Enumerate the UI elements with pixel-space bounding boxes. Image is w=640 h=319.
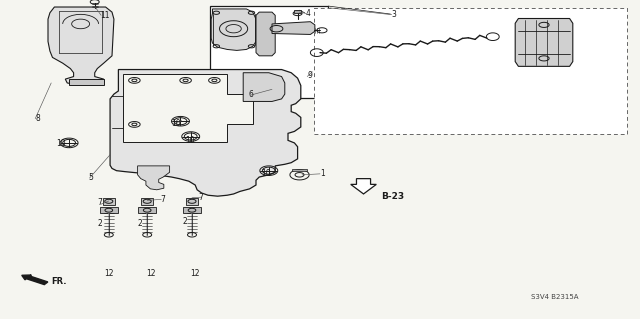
Text: 12: 12 [104, 269, 114, 278]
Polygon shape [211, 9, 256, 50]
Text: 10: 10 [186, 136, 195, 145]
Polygon shape [243, 73, 285, 101]
Bar [314, 8, 627, 134]
Bar [294, 10, 301, 13]
Polygon shape [186, 198, 198, 205]
Text: 2: 2 [182, 217, 187, 226]
Text: 12: 12 [146, 269, 156, 278]
Polygon shape [138, 207, 156, 213]
Text: 2: 2 [97, 219, 102, 228]
Polygon shape [103, 198, 115, 205]
Text: B-23: B-23 [381, 192, 404, 201]
Text: 6: 6 [248, 90, 253, 99]
Text: 7: 7 [160, 195, 165, 204]
FancyArrow shape [22, 275, 48, 285]
Polygon shape [138, 166, 170, 190]
Polygon shape [123, 74, 253, 142]
Text: 11: 11 [100, 11, 110, 20]
Text: 3: 3 [392, 10, 397, 19]
Text: 2: 2 [138, 219, 142, 228]
Text: 5: 5 [88, 173, 93, 182]
Bar [210, 6, 328, 98]
FancyArrow shape [351, 179, 376, 194]
Polygon shape [515, 19, 573, 66]
Text: S3V4 B2315A: S3V4 B2315A [531, 294, 579, 300]
Text: 7: 7 [97, 198, 102, 207]
Text: 10: 10 [172, 119, 181, 128]
Polygon shape [292, 169, 307, 171]
Polygon shape [256, 12, 275, 56]
Polygon shape [100, 207, 118, 213]
Polygon shape [141, 198, 153, 205]
Text: 9: 9 [307, 71, 312, 80]
Text: 7: 7 [198, 193, 204, 202]
Text: FR.: FR. [51, 277, 67, 286]
Polygon shape [48, 7, 114, 85]
Text: 12: 12 [190, 269, 200, 278]
Polygon shape [110, 70, 301, 196]
Text: 10: 10 [56, 139, 66, 148]
Polygon shape [183, 207, 201, 213]
Polygon shape [272, 22, 315, 34]
Text: 1: 1 [320, 169, 324, 178]
Text: 10: 10 [261, 169, 271, 178]
Text: 8: 8 [35, 114, 40, 123]
Polygon shape [69, 79, 104, 85]
Text: 4: 4 [306, 9, 311, 18]
